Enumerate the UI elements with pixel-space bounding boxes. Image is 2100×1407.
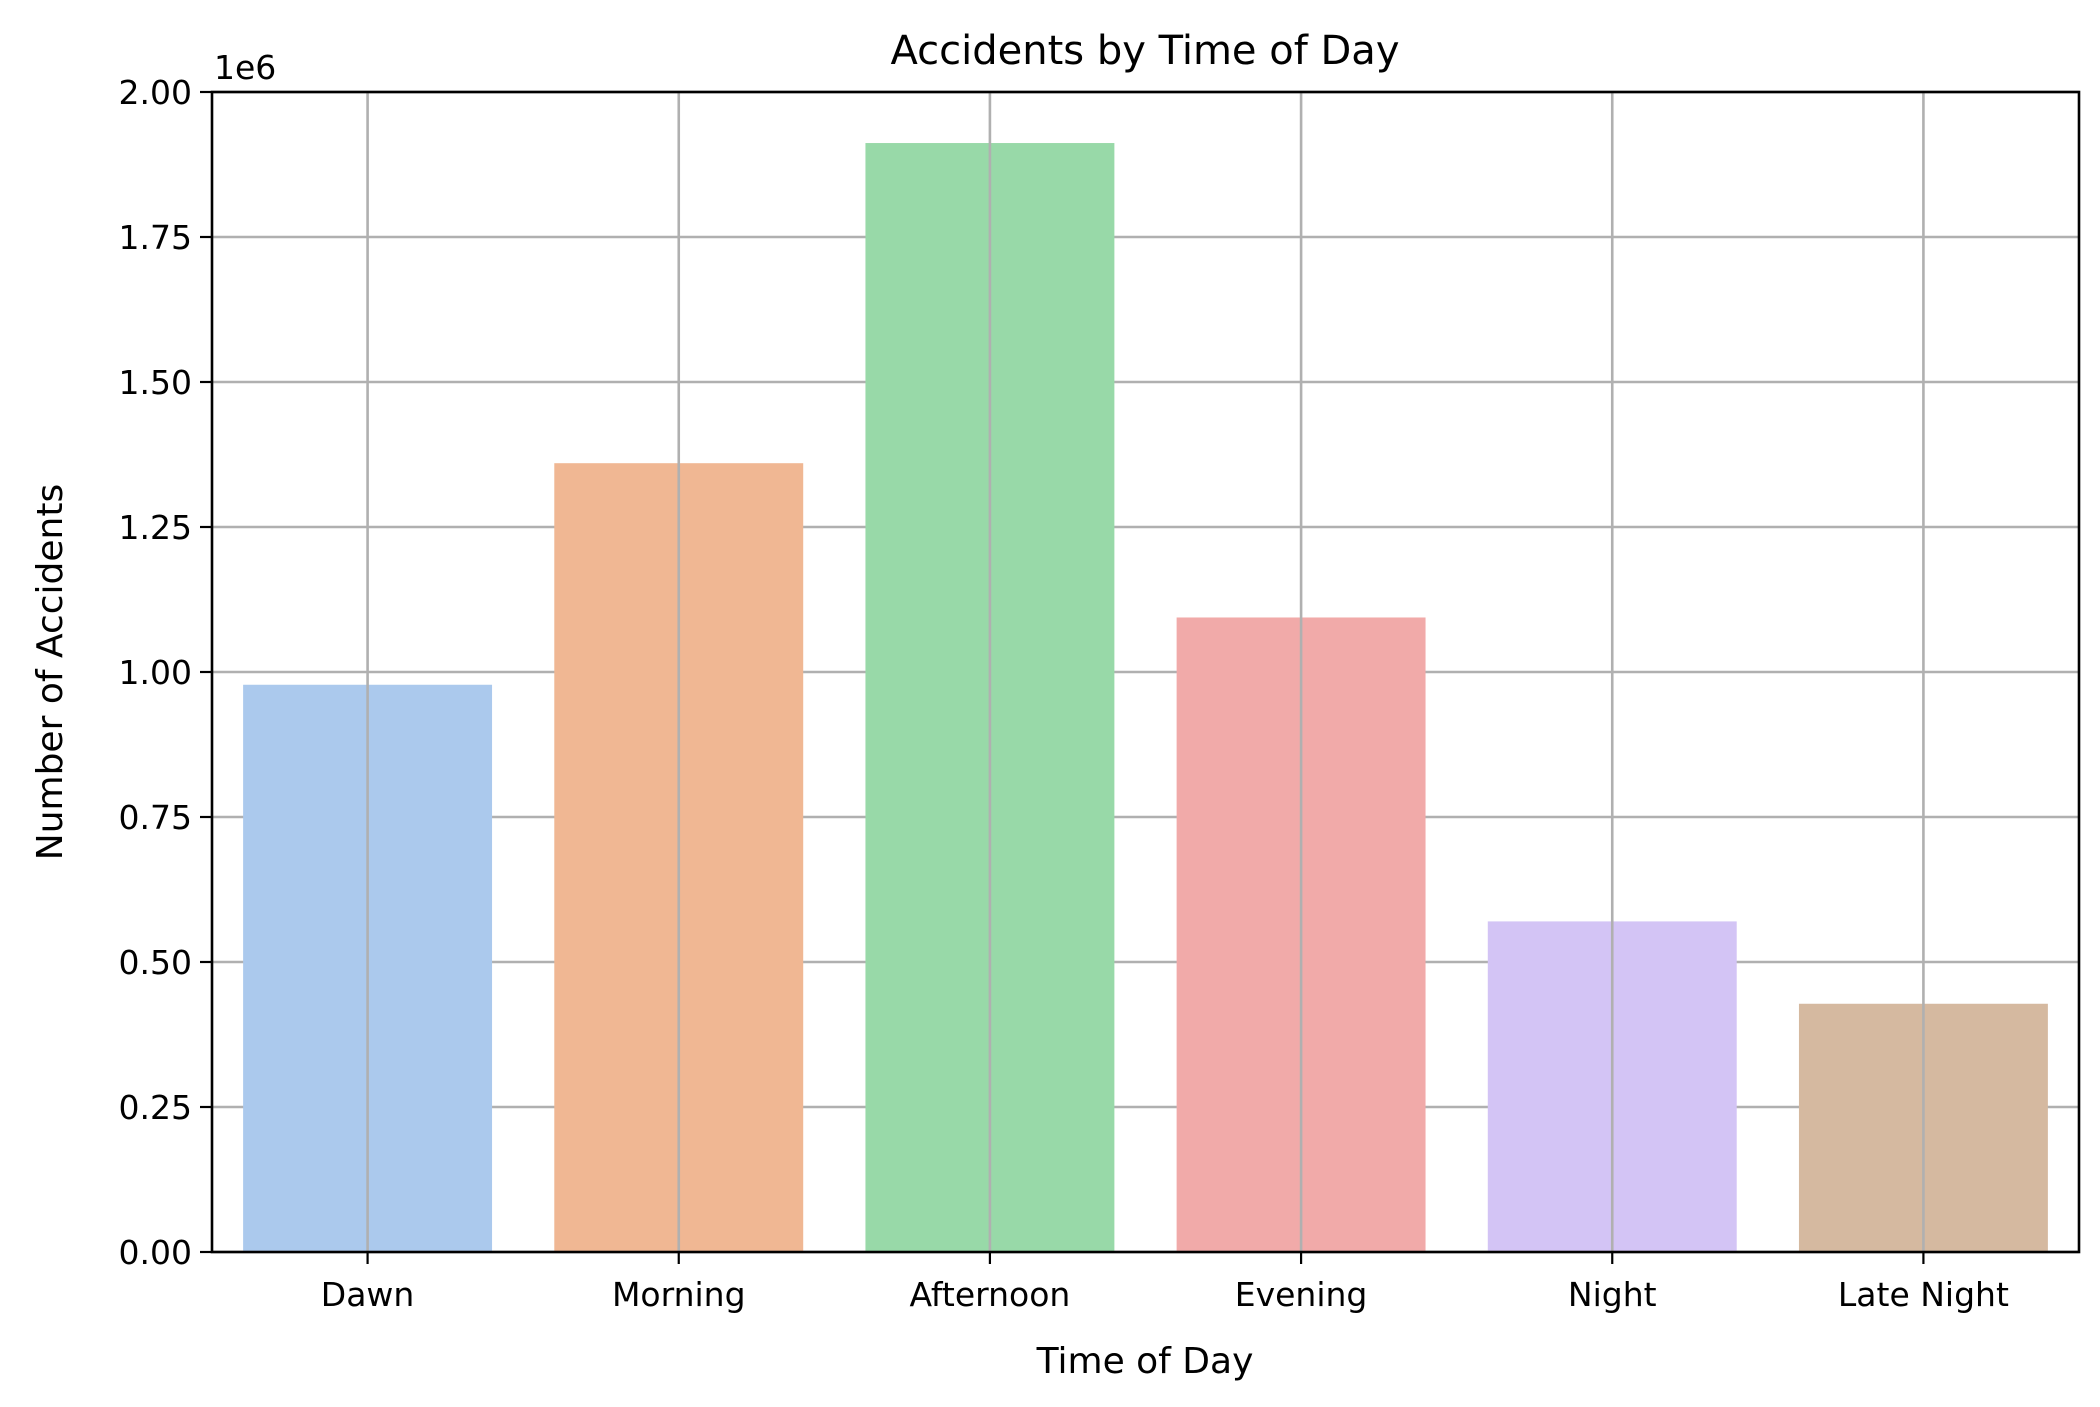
x-tick-label: Night <box>1568 1275 1657 1314</box>
x-axis-label: Time of Day <box>1036 1341 1254 1382</box>
y-tick-label: 0.50 <box>119 943 192 982</box>
chart-title: Accidents by Time of Day <box>891 28 1400 74</box>
y-tick-label: 1.50 <box>119 363 192 402</box>
y-tick-label: 2.00 <box>119 73 192 112</box>
x-tick-label: Morning <box>612 1275 746 1314</box>
x-tick-label: Dawn <box>321 1275 415 1314</box>
y-axis-label: Number of Accidents <box>30 484 71 860</box>
x-tick-label: Afternoon <box>909 1275 1070 1314</box>
x-tick-label: Late Night <box>1838 1275 2009 1314</box>
y-scale-label: 1e6 <box>214 48 276 87</box>
x-tick-label: Evening <box>1235 1275 1368 1314</box>
y-tick-label: 0.75 <box>119 798 192 837</box>
y-tick-label: 0.25 <box>119 1088 192 1127</box>
y-tick-label: 1.00 <box>119 653 192 692</box>
bar-layer <box>243 143 2048 1252</box>
tick-layer: 0.00 0.25 0.50 0.75 1.00 1.25 1.50 1.75 2.00 Dawn… <box>119 73 2009 1314</box>
y-tick-label: 1.25 <box>119 508 192 547</box>
y-tick-label: 0.00 <box>119 1233 192 1272</box>
y-tick-label: 1.75 <box>119 218 192 257</box>
vertical-grid-layer <box>366 92 1925 1252</box>
